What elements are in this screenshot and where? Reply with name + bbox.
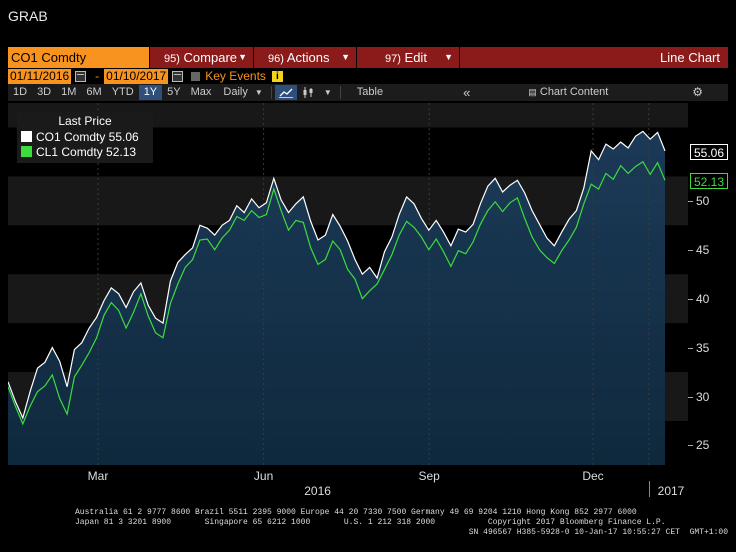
chart-content-label: Chart Content bbox=[539, 86, 609, 98]
y-tick-label: 30 bbox=[696, 389, 710, 404]
period-6m[interactable]: 6M bbox=[86, 86, 102, 98]
y-tick-label: 25 bbox=[696, 438, 710, 453]
legend-title: Last Price bbox=[58, 114, 112, 128]
calendar-icon[interactable] bbox=[172, 70, 184, 82]
chevron-down-icon: ▼ bbox=[341, 52, 350, 62]
chart-plot-area[interactable] bbox=[8, 103, 688, 465]
chart-content-button[interactable]: ▤ Chart Content bbox=[523, 85, 613, 100]
y-tick-mark bbox=[688, 249, 693, 251]
period-3d[interactable]: 3D bbox=[37, 86, 52, 98]
legend-swatch-co1 bbox=[21, 131, 32, 142]
period-1d[interactable]: 1D bbox=[13, 86, 28, 98]
edit-button[interactable]: 97) Edit ▼ bbox=[357, 47, 459, 68]
legend-swatch-cl1 bbox=[21, 146, 32, 157]
key-events-checkbox[interactable] bbox=[191, 71, 201, 81]
table-button[interactable]: Table bbox=[356, 86, 384, 98]
y-tick-label: 40 bbox=[696, 291, 710, 306]
chart-legend[interactable]: Last Price CO1 Comdty 55.06 CL1 Comdty 5… bbox=[17, 112, 153, 163]
chart-toolbar: 1D 3D 1M 6M YTD 1Y 5Y Max Daily ▼ ▼ Tabl… bbox=[8, 84, 728, 101]
chevron-down-icon: ▼ bbox=[254, 88, 263, 97]
footer-copyright-line: Japan 81 3 3201 8900 Singapore 65 6212 1… bbox=[75, 518, 666, 527]
chart-content-icon: ▤ bbox=[528, 87, 537, 97]
x-year-label: 2017 bbox=[657, 484, 685, 498]
co1-area bbox=[8, 131, 665, 465]
price-chart bbox=[8, 103, 688, 465]
actions-button[interactable]: 96) Actions ▼ bbox=[254, 47, 356, 68]
actions-number: 96) bbox=[268, 53, 284, 65]
frequency-select[interactable]: Daily ▼ bbox=[218, 85, 267, 100]
gear-icon[interactable]: ⚙ bbox=[692, 85, 703, 99]
y-tick-mark bbox=[688, 298, 693, 300]
actions-label: Actions bbox=[286, 50, 330, 65]
legend-label-co1: CO1 Comdty 55.06 bbox=[36, 129, 139, 144]
candlestick-icon[interactable] bbox=[297, 85, 319, 100]
y-tick-mark bbox=[688, 347, 693, 349]
chevron-down-icon[interactable]: ▼ bbox=[323, 88, 332, 97]
edit-number: 97) bbox=[385, 53, 401, 65]
footer-contacts-line: Australia 61 2 9777 8600 Brazil 5511 239… bbox=[75, 508, 637, 517]
edit-label: Edit bbox=[404, 50, 427, 65]
year-divider bbox=[649, 481, 650, 497]
x-axis: Mar Jun Sep Dec 2016 2017 bbox=[8, 465, 688, 505]
y-tick-mark bbox=[688, 396, 693, 398]
co1-price-tag: 55.06 bbox=[690, 144, 728, 160]
period-5y[interactable]: 5Y bbox=[167, 86, 181, 98]
chevron-down-icon: ▼ bbox=[238, 52, 247, 62]
ticker-input[interactable]: CO1 Comdty bbox=[8, 47, 149, 68]
window-title: GRAB bbox=[8, 8, 48, 24]
frequency-label: Daily bbox=[223, 86, 248, 98]
series-line-cl1 bbox=[8, 160, 666, 426]
x-tick-label: Mar bbox=[87, 469, 109, 483]
toolbar-divider bbox=[339, 86, 341, 99]
collapse-icon[interactable]: « bbox=[463, 85, 471, 100]
legend-item-cl1[interactable]: CL1 Comdty 52.13 bbox=[17, 144, 153, 159]
y-tick-label: 45 bbox=[696, 242, 710, 257]
date-separator: - bbox=[95, 69, 100, 83]
end-date-input[interactable]: 01/10/2017 bbox=[104, 68, 169, 84]
line-chart-icon[interactable] bbox=[274, 85, 297, 100]
y-tick-mark bbox=[688, 200, 693, 202]
compare-label: Compare bbox=[183, 50, 237, 65]
chevron-down-icon: ▼ bbox=[444, 52, 453, 62]
cl1-price-tag: 52.13 bbox=[690, 173, 728, 189]
x-year-label: 2016 bbox=[304, 484, 331, 498]
period-1m[interactable]: 1M bbox=[61, 86, 77, 98]
date-range-row: 01/11/2016 - 01/10/2017 Key Events i bbox=[8, 68, 283, 84]
command-bar: CO1 Comdty 95) Compare ▼ 96) Actions ▼ 9… bbox=[8, 47, 728, 68]
y-axis: 55.06 52.13 25 30 35 40 45 50 bbox=[688, 103, 728, 465]
period-ytd[interactable]: YTD bbox=[111, 86, 134, 98]
period-max[interactable]: Max bbox=[190, 86, 212, 98]
key-events-label: Key Events bbox=[205, 69, 266, 83]
start-date-input[interactable]: 01/11/2016 bbox=[8, 68, 72, 84]
x-tick-label: Sep bbox=[418, 469, 440, 483]
y-tick-label: 35 bbox=[696, 340, 710, 355]
compare-number: 95) bbox=[164, 53, 180, 65]
x-tick-label: Jun bbox=[253, 469, 274, 483]
footer-session-line: SN 496567 H385-5928-0 10-Jan-17 10:55:27… bbox=[468, 528, 728, 537]
chart-type-label[interactable]: Line Chart bbox=[460, 47, 728, 68]
compare-button[interactable]: 95) Compare ▼ bbox=[150, 47, 253, 68]
calendar-icon[interactable] bbox=[75, 70, 87, 82]
period-1y[interactable]: 1Y bbox=[138, 85, 163, 100]
info-icon[interactable]: i bbox=[271, 70, 283, 82]
x-tick-label: Dec bbox=[582, 469, 604, 483]
series-line-co1 bbox=[8, 130, 666, 420]
legend-item-co1[interactable]: CO1 Comdty 55.06 bbox=[17, 129, 153, 144]
toolbar-divider bbox=[270, 86, 272, 99]
y-tick-mark bbox=[688, 445, 693, 447]
legend-label-cl1: CL1 Comdty 52.13 bbox=[36, 144, 137, 159]
y-tick-label: 50 bbox=[696, 193, 710, 208]
